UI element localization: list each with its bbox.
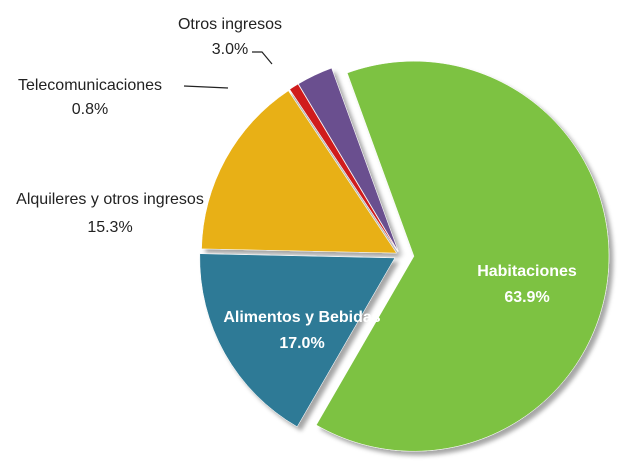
value-label: 17.0% — [279, 335, 324, 352]
slice-label: Alquileres y otros ingresos — [16, 191, 204, 208]
pie-slice — [201, 90, 397, 254]
value-label: 3.0% — [212, 41, 248, 58]
pie-slice — [298, 67, 399, 252]
value-label: 15.3% — [87, 219, 132, 236]
pie-slice — [199, 253, 396, 428]
leader-line — [252, 51, 273, 65]
slice-label: Otros ingresos — [178, 16, 282, 33]
pie-slice — [289, 83, 399, 252]
pie — [199, 60, 610, 452]
leader-line — [183, 85, 229, 89]
value-label: 0.8% — [72, 101, 108, 118]
slice-label: Alimentos y Bebidas — [223, 309, 380, 326]
pie-slice — [315, 60, 610, 452]
slice-label: Habitaciones — [477, 263, 577, 280]
value-label: 63.9% — [504, 289, 549, 306]
slice-label: Telecomunicaciones — [18, 77, 162, 94]
